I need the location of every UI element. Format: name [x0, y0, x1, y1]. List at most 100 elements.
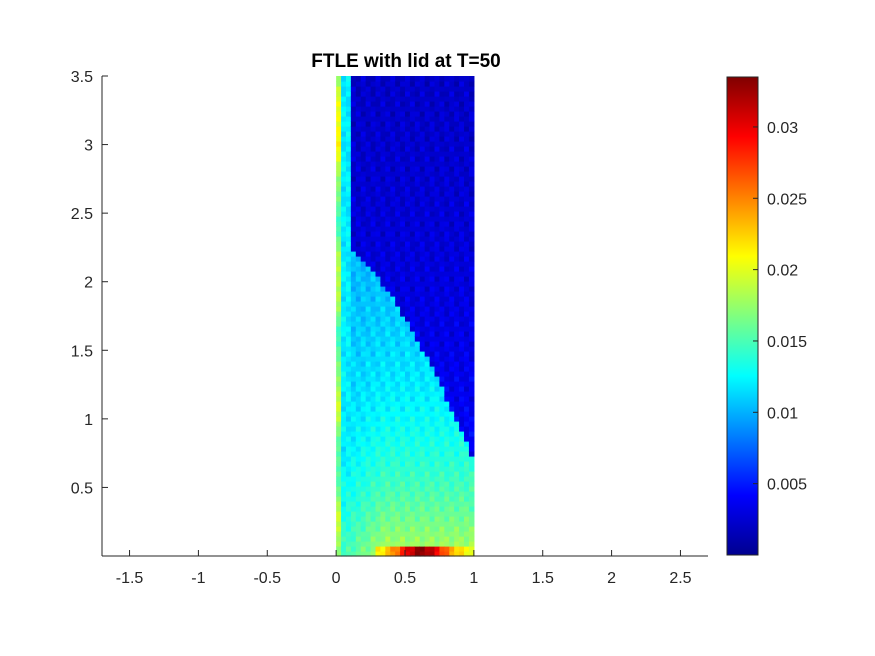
- ftle-cell: [375, 201, 382, 207]
- ftle-cell: [419, 506, 426, 512]
- ftle-cell: [336, 441, 342, 447]
- ftle-cell: [449, 366, 455, 372]
- ftle-cell: [380, 391, 386, 397]
- ftle-cell: [429, 341, 436, 347]
- ftle-cell: [429, 201, 436, 207]
- ftle-cell: [459, 266, 465, 272]
- ftle-cell: [424, 116, 431, 122]
- ftle-cell: [405, 171, 411, 177]
- ftle-cell: [380, 86, 386, 92]
- ftle-cell: [360, 336, 367, 342]
- ftle-cell: [345, 371, 352, 377]
- ftle-cell: [454, 351, 460, 357]
- ftle-cell: [424, 476, 431, 482]
- ftle-cell: [345, 136, 352, 142]
- ftle-cell: [444, 176, 450, 182]
- ftle-cell: [395, 81, 401, 87]
- ftle-cell: [464, 531, 470, 537]
- ftle-cell: [375, 371, 382, 377]
- ftle-cell: [429, 451, 436, 457]
- ftle-cell: [370, 161, 377, 167]
- ftle-cell: [444, 111, 450, 117]
- ftle-cell: [449, 181, 455, 187]
- ftle-cell: [444, 246, 450, 252]
- ftle-cell: [459, 316, 465, 322]
- ftle-cell: [385, 411, 391, 417]
- ftle-cell: [380, 91, 386, 97]
- ftle-cell: [370, 536, 377, 542]
- ftle-cell: [444, 271, 450, 277]
- ftle-cell: [400, 121, 406, 127]
- ftle-cell: [370, 206, 377, 212]
- ftle-cell: [350, 111, 357, 117]
- ftle-cell: [444, 136, 450, 142]
- ftle-cell: [385, 526, 391, 532]
- ftle-cell: [360, 531, 367, 537]
- ftle-cell: [419, 446, 426, 452]
- y-tick-label: 1.5: [71, 343, 93, 360]
- ftle-cell: [444, 496, 450, 502]
- ftle-cell: [449, 216, 455, 222]
- ftle-cell: [390, 291, 396, 297]
- ftle-cell: [419, 136, 426, 142]
- ftle-cell: [444, 316, 450, 322]
- ftle-cell: [459, 466, 465, 472]
- ftle-cell: [464, 301, 470, 307]
- ftle-cell: [345, 536, 352, 542]
- ftle-cell: [365, 161, 372, 167]
- ftle-cell: [454, 436, 460, 442]
- ftle-cell: [464, 96, 470, 102]
- ftle-cell: [409, 206, 416, 212]
- ftle-cell: [355, 311, 362, 317]
- ftle-cell: [444, 121, 450, 127]
- ftle-cell: [395, 226, 401, 232]
- ftle-cell: [355, 316, 362, 322]
- ftle-cell: [419, 326, 426, 332]
- ftle-cell: [464, 226, 470, 232]
- ftle-cell: [375, 411, 382, 417]
- ftle-cell: [395, 121, 401, 127]
- ftle-cell: [459, 441, 465, 447]
- ftle-cell: [370, 296, 377, 302]
- ftle-cell: [360, 81, 367, 87]
- ftle-cell: [400, 186, 406, 192]
- ftle-cell: [380, 431, 386, 437]
- ftle-cell: [370, 326, 377, 332]
- ftle-cell: [429, 251, 436, 257]
- ftle-cell: [414, 481, 421, 487]
- ftle-cell: [355, 486, 362, 492]
- ftle-cell: [400, 101, 406, 107]
- ftle-cell: [390, 496, 396, 502]
- ftle-cell: [468, 416, 475, 422]
- ftle-cell: [385, 176, 391, 182]
- ftle-cell: [365, 266, 372, 272]
- ftle-cell: [395, 276, 401, 282]
- ftle-cell: [336, 351, 342, 357]
- ftle-cell: [375, 376, 382, 382]
- ftle-cell: [409, 306, 416, 312]
- ftle-cell: [429, 461, 436, 467]
- ftle-cell: [414, 491, 421, 497]
- ftle-cell: [370, 396, 377, 402]
- ftle-cell: [444, 471, 450, 477]
- ftle-cell: [414, 476, 421, 482]
- ftle-cell: [449, 451, 455, 457]
- ftle-cell: [350, 76, 357, 82]
- ftle-cell: [414, 536, 421, 542]
- ftle-cell: [419, 216, 426, 222]
- ftle-cell: [360, 316, 367, 322]
- ftle-cell: [424, 171, 431, 177]
- ftle-cell: [405, 271, 411, 277]
- ftle-cell: [360, 361, 367, 367]
- ftle-cell: [429, 381, 436, 387]
- ftle-cell: [444, 416, 450, 422]
- ftle-cell: [385, 471, 391, 477]
- ftle-cell: [468, 541, 475, 547]
- ftle-cell: [449, 496, 455, 502]
- ftle-cell: [414, 216, 421, 222]
- ftle-cell: [434, 356, 441, 362]
- ftle-cell: [395, 391, 401, 397]
- ftle-cell: [429, 351, 436, 357]
- ftle-cell: [390, 276, 396, 282]
- ftle-cell: [439, 466, 445, 472]
